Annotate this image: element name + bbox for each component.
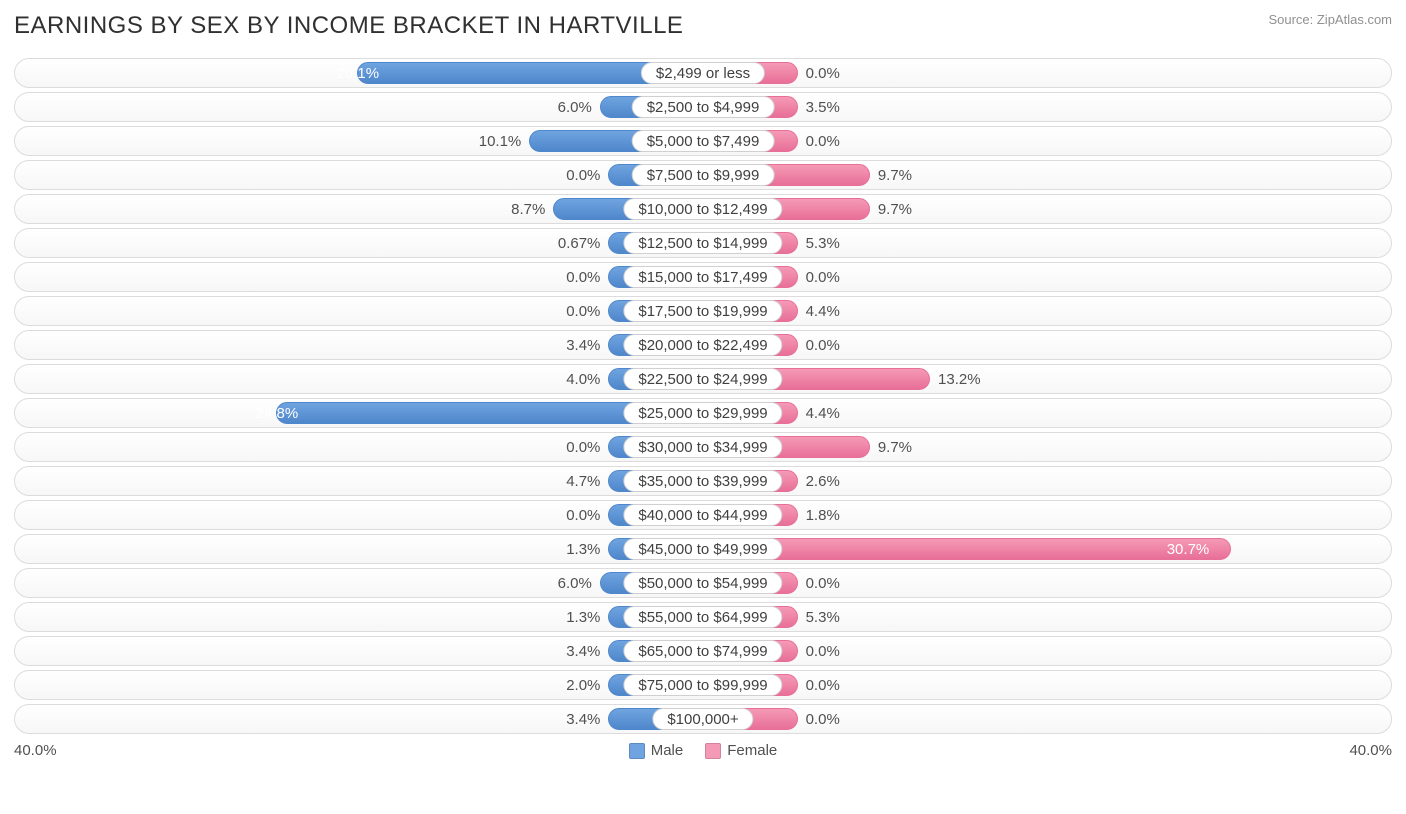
male-value-label: 2.0% — [566, 671, 600, 701]
male-value-label: 20.1% — [329, 59, 380, 89]
bracket-label: $12,500 to $14,999 — [623, 232, 782, 254]
bracket-label: $65,000 to $74,999 — [623, 640, 782, 662]
male-value-label: 4.7% — [566, 467, 600, 497]
female-value-label: 0.0% — [806, 59, 840, 89]
chart-row: $65,000 to $74,999 3.4% 0.0% — [14, 636, 1392, 666]
male-value-label: 1.3% — [566, 535, 600, 565]
chart-source: Source: ZipAtlas.com — [1268, 12, 1392, 27]
female-value-label: 0.0% — [806, 705, 840, 735]
chart-row: $20,000 to $22,499 3.4% 0.0% — [14, 330, 1392, 360]
chart-row: $15,000 to $17,499 0.0% 0.0% — [14, 262, 1392, 292]
bracket-label: $2,500 to $4,999 — [632, 96, 775, 118]
chart-row: $35,000 to $39,999 4.7% 2.6% — [14, 466, 1392, 496]
chart-row: $17,500 to $19,999 0.0% 4.4% — [14, 296, 1392, 326]
chart-container: EARNINGS BY SEX BY INCOME BRACKET IN HAR… — [0, 0, 1406, 767]
female-value-label: 0.0% — [806, 637, 840, 667]
chart-rows: $2,499 or less 20.1% 0.0% $2,500 to $4,999 6… — [14, 58, 1392, 734]
bracket-label: $55,000 to $64,999 — [623, 606, 782, 628]
legend-label: Male — [651, 742, 684, 759]
legend-label: Female — [727, 742, 777, 759]
male-value-label: 6.0% — [558, 569, 592, 599]
bracket-label: $100,000+ — [652, 708, 753, 730]
bracket-label: $20,000 to $22,499 — [623, 334, 782, 356]
female-value-label: 4.4% — [806, 297, 840, 327]
male-value-label: 8.7% — [511, 195, 545, 225]
male-value-label: 1.3% — [566, 603, 600, 633]
chart-row: $7,500 to $9,999 0.0% 9.7% — [14, 160, 1392, 190]
chart-row: $5,000 to $7,499 10.1% 0.0% — [14, 126, 1392, 156]
female-value-label: 0.0% — [806, 671, 840, 701]
female-value-label: 0.0% — [806, 569, 840, 599]
female-value-label: 9.7% — [878, 195, 912, 225]
female-value-label: 0.0% — [806, 331, 840, 361]
chart-row: $40,000 to $44,999 0.0% 1.8% — [14, 500, 1392, 530]
bracket-label: $30,000 to $34,999 — [623, 436, 782, 458]
chart-row: $22,500 to $24,999 4.0% 13.2% — [14, 364, 1392, 394]
axis-right-label: 40.0% — [1349, 742, 1392, 759]
female-value-label: 9.7% — [878, 433, 912, 463]
chart-row: $100,000+ 3.4% 0.0% — [14, 704, 1392, 734]
female-value-label: 1.8% — [806, 501, 840, 531]
male-value-label: 0.67% — [558, 229, 601, 259]
bracket-label: $75,000 to $99,999 — [623, 674, 782, 696]
legend-item: Male — [629, 742, 684, 759]
chart-row: $2,499 or less 20.1% 0.0% — [14, 58, 1392, 88]
male-value-label: 6.0% — [558, 93, 592, 123]
female-value-label: 30.7% — [1167, 535, 1210, 565]
female-value-label: 13.2% — [938, 365, 981, 395]
bracket-label: $17,500 to $19,999 — [623, 300, 782, 322]
male-value-label: 3.4% — [566, 637, 600, 667]
chart-row: $10,000 to $12,499 8.7% 9.7% — [14, 194, 1392, 224]
chart-header: EARNINGS BY SEX BY INCOME BRACKET IN HAR… — [14, 12, 1392, 40]
bracket-label: $10,000 to $12,499 — [623, 198, 782, 220]
chart-row: $50,000 to $54,999 6.0% 0.0% — [14, 568, 1392, 598]
female-value-label: 3.5% — [806, 93, 840, 123]
chart-footer: 40.0% Male Female 40.0% — [14, 742, 1392, 759]
male-value-label: 3.4% — [566, 705, 600, 735]
female-value-label: 2.6% — [806, 467, 840, 497]
chart-row: $25,000 to $29,999 24.8% 4.4% — [14, 398, 1392, 428]
axis-left-label: 40.0% — [14, 742, 57, 759]
bracket-label: $5,000 to $7,499 — [632, 130, 775, 152]
bracket-label: $45,000 to $49,999 — [623, 538, 782, 560]
female-value-label: 0.0% — [806, 127, 840, 157]
male-value-label: 4.0% — [566, 365, 600, 395]
chart-row: $30,000 to $34,999 0.0% 9.7% — [14, 432, 1392, 462]
bracket-label: $2,499 or less — [641, 62, 765, 84]
chart-title: EARNINGS BY SEX BY INCOME BRACKET IN HAR… — [14, 12, 683, 40]
male-value-label: 0.0% — [566, 297, 600, 327]
bracket-label: $7,500 to $9,999 — [632, 164, 775, 186]
chart-row: $45,000 to $49,999 1.3% 30.7% — [14, 534, 1392, 564]
male-value-label: 24.8% — [248, 399, 299, 429]
bracket-label: $40,000 to $44,999 — [623, 504, 782, 526]
bracket-label: $50,000 to $54,999 — [623, 572, 782, 594]
female-value-label: 4.4% — [806, 399, 840, 429]
male-value-label: 0.0% — [566, 263, 600, 293]
bracket-label: $22,500 to $24,999 — [623, 368, 782, 390]
male-value-label: 3.4% — [566, 331, 600, 361]
bracket-label: $35,000 to $39,999 — [623, 470, 782, 492]
male-value-label: 0.0% — [566, 433, 600, 463]
female-value-label: 5.3% — [806, 229, 840, 259]
chart-row: $2,500 to $4,999 6.0% 3.5% — [14, 92, 1392, 122]
bracket-label: $25,000 to $29,999 — [623, 402, 782, 424]
chart-row: $75,000 to $99,999 2.0% 0.0% — [14, 670, 1392, 700]
legend-swatch — [705, 743, 721, 759]
male-value-label: 0.0% — [566, 501, 600, 531]
chart-row: $12,500 to $14,999 0.67% 5.3% — [14, 228, 1392, 258]
legend: Male Female — [629, 742, 778, 759]
chart-row: $55,000 to $64,999 1.3% 5.3% — [14, 602, 1392, 632]
male-value-label: 0.0% — [566, 161, 600, 191]
female-value-label: 0.0% — [806, 263, 840, 293]
female-value-label: 9.7% — [878, 161, 912, 191]
legend-item: Female — [705, 742, 777, 759]
bracket-label: $15,000 to $17,499 — [623, 266, 782, 288]
female-value-label: 5.3% — [806, 603, 840, 633]
male-value-label: 10.1% — [479, 127, 522, 157]
legend-swatch — [629, 743, 645, 759]
